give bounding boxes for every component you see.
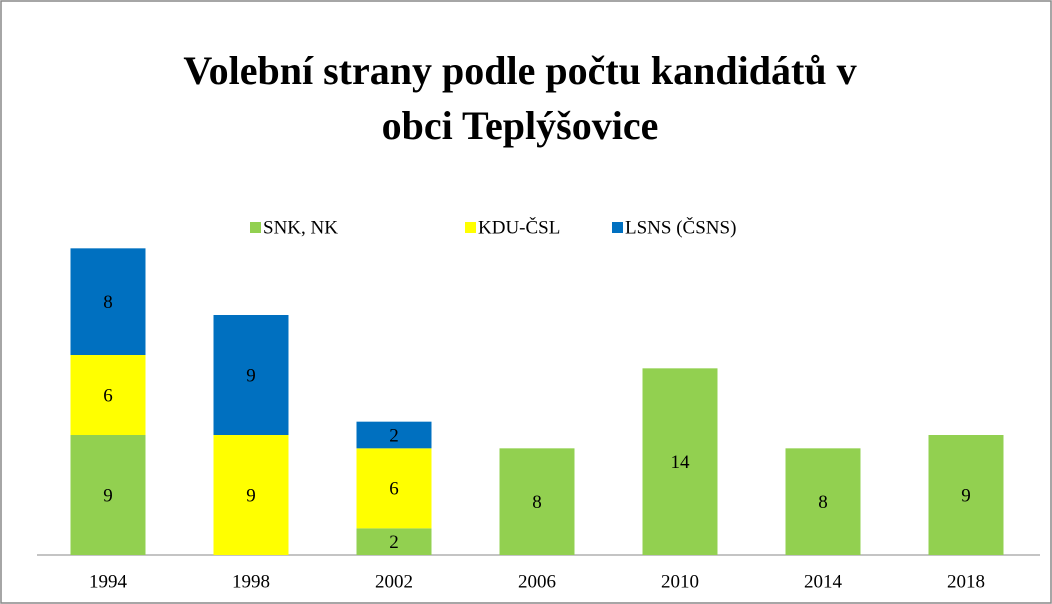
legend-swatch xyxy=(250,222,261,233)
x-tick-label: 2002 xyxy=(375,571,413,592)
bar-segment xyxy=(213,435,289,555)
data-label: 14 xyxy=(671,452,691,473)
bar-segment xyxy=(356,421,432,449)
data-label: 6 xyxy=(389,479,399,500)
data-label: 2 xyxy=(389,425,399,446)
data-label: 9 xyxy=(246,485,256,506)
bar-segment xyxy=(785,448,861,555)
legend-label: LSNS (ČSNS) xyxy=(625,216,736,238)
x-tick-label: 2010 xyxy=(661,571,699,592)
x-tick-label: 1994 xyxy=(89,571,128,592)
legend-swatch xyxy=(612,222,623,233)
data-label: 8 xyxy=(103,292,113,313)
x-tick-label: 1998 xyxy=(232,571,270,592)
x-tick-label: 2006 xyxy=(518,571,556,592)
x-tick-label: 2014 xyxy=(804,571,843,592)
data-label: 2 xyxy=(389,532,399,553)
data-label: 9 xyxy=(103,485,113,506)
bar-segment xyxy=(70,248,146,355)
bar-segment xyxy=(70,355,146,435)
data-label: 6 xyxy=(103,385,113,406)
bar-segment xyxy=(356,448,432,529)
bar-segment xyxy=(213,315,289,435)
bar-segment xyxy=(928,435,1004,555)
legend-label: SNK, NK xyxy=(263,217,338,238)
data-label: 8 xyxy=(818,492,828,513)
chart-title: Volební strany podle počtu kandidátů v ob… xyxy=(183,48,856,148)
bar-segment xyxy=(356,528,432,555)
bar-segment xyxy=(499,448,575,555)
data-label: 9 xyxy=(246,365,256,386)
data-label: 8 xyxy=(532,492,542,513)
bar-segment xyxy=(70,435,146,555)
data-label: 9 xyxy=(961,485,971,506)
bar-segment xyxy=(642,368,718,555)
legend-label: KDU-ČSL xyxy=(478,216,560,238)
legend-swatch xyxy=(465,222,476,233)
x-tick-label: 2018 xyxy=(947,571,985,592)
